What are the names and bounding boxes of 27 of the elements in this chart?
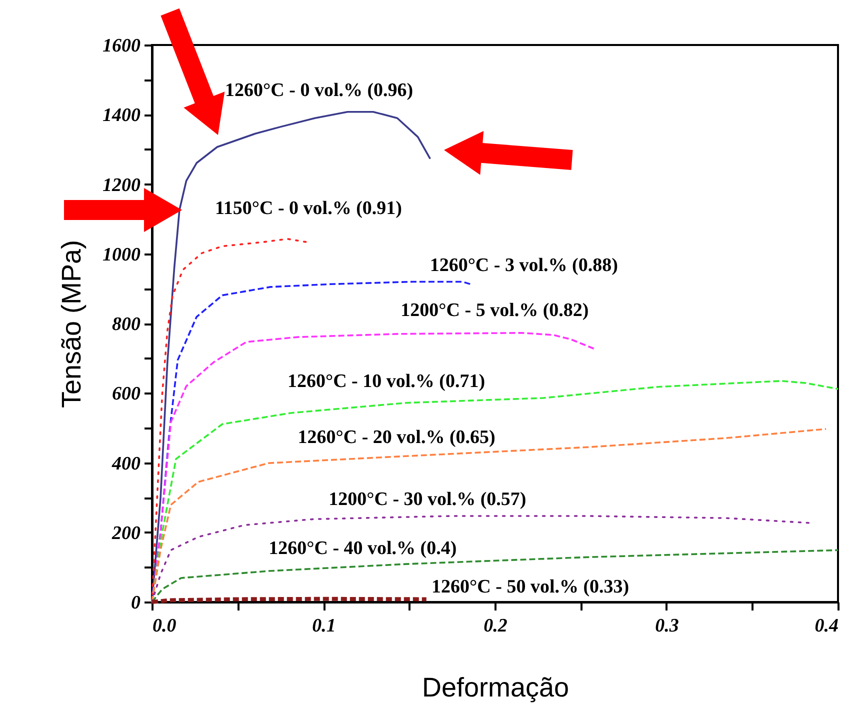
x-tick-label: 0.1 xyxy=(312,616,336,636)
series-label: 1200°C - 30 vol.% (0.57) xyxy=(328,488,526,510)
series-label: 1260°C - 10 vol.% (0.71) xyxy=(287,370,486,392)
series-label: 1260°C - 20 vol.% (0.65) xyxy=(298,426,496,448)
y-tick-label: 1200 xyxy=(102,174,141,196)
y-tick-label: 600 xyxy=(112,384,141,405)
series-label: 1200°C - 5 vol.% (0.82) xyxy=(400,300,589,321)
x-tick-label: 0.2 xyxy=(484,616,508,636)
y-tick-label: 400 xyxy=(111,453,141,474)
y-tick-label: 0 xyxy=(131,592,141,614)
x-tick-label: 0.3 xyxy=(655,616,679,636)
series-label: 1260°C - 3 vol.% (0.88) xyxy=(430,255,618,276)
y-tick-label: 800 xyxy=(112,314,141,335)
series-label: 1260°C - 40 vol.% (0.4) xyxy=(268,538,457,560)
y-tick-label: 200 xyxy=(111,522,141,544)
y-tick-label: 1000 xyxy=(102,244,141,266)
series-label: 1150°C - 0 vol.% (0.91) xyxy=(214,198,402,219)
x-tick-label: 0.0 xyxy=(152,616,177,636)
series-label: 1260°C - 0 vol.% (0.96) xyxy=(225,80,414,101)
x-tick-label: 0.4 xyxy=(814,616,838,636)
y-tick-label: 1600 xyxy=(102,36,141,56)
y-tick-label: 1400 xyxy=(102,105,141,126)
x-axis-title: Deformação xyxy=(422,672,570,702)
line-series xyxy=(151,428,827,603)
line-series xyxy=(151,515,812,603)
series-label: 1260°C - 50 vol.% (0.33) xyxy=(432,576,630,598)
y-axis-title: Tensão (MPa) xyxy=(56,240,86,408)
